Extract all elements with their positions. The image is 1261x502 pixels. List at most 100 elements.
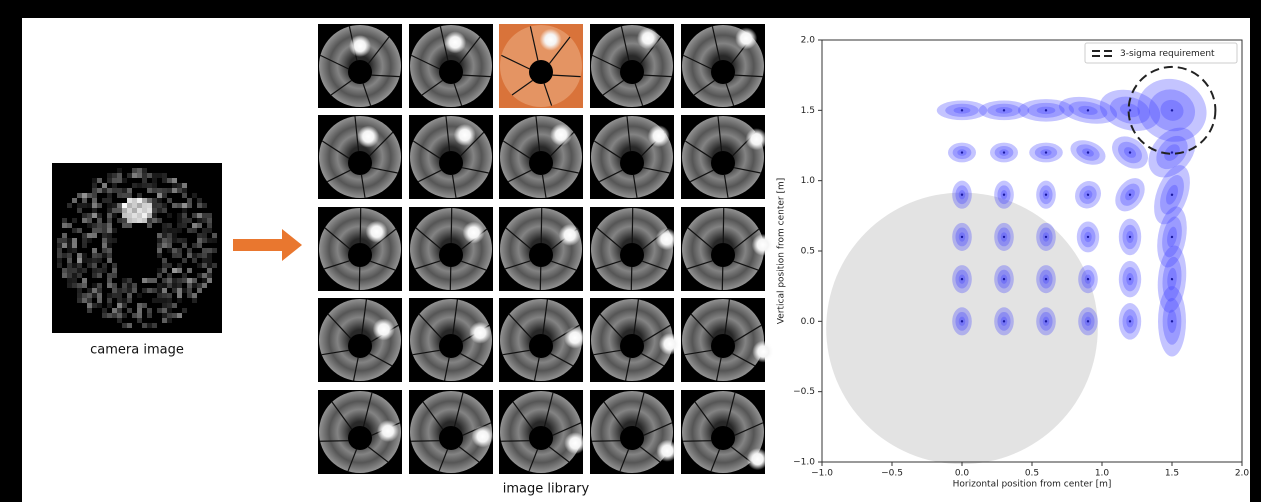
- camera-pixel: [102, 313, 107, 318]
- camera-pixel: [92, 178, 97, 183]
- tile-hole: [711, 334, 735, 358]
- tile-hole: [439, 334, 463, 358]
- tile-spot: [454, 124, 476, 146]
- point: [952, 307, 972, 335]
- camera-pixel: [72, 228, 77, 233]
- camera-pixel: [197, 198, 202, 203]
- camera-pixel: [157, 233, 162, 238]
- x-tick-label: −0.5: [881, 469, 903, 479]
- camera-pixel: [122, 283, 127, 288]
- camera-pixel: [167, 308, 172, 313]
- camera-pixel: [62, 238, 67, 243]
- camera-pixel: [112, 183, 117, 188]
- camera-pixel: [102, 233, 107, 238]
- camera-pixel: [162, 313, 167, 318]
- legend-label: 3-sigma requirement: [1120, 49, 1215, 59]
- camera-pixel: [152, 188, 157, 193]
- camera-pixel: [132, 213, 137, 218]
- camera-pixel: [177, 298, 182, 303]
- camera-pixel: [92, 188, 97, 193]
- camera-pixel: [112, 203, 117, 208]
- camera-pixel: [102, 223, 107, 228]
- tile-spoke: [683, 441, 711, 442]
- tile-spoke: [541, 208, 542, 243]
- camera-pixel: [107, 218, 112, 223]
- camera-pixel: [197, 283, 202, 288]
- camera-pixel: [182, 273, 187, 278]
- camera-pixel: [192, 223, 197, 228]
- camera-pixel: [182, 218, 187, 223]
- point: [1029, 143, 1063, 163]
- camera-pixel: [162, 238, 167, 243]
- camera-pixel: [202, 248, 207, 253]
- camera-pixel: [212, 233, 217, 238]
- frame-right: [1250, 0, 1261, 502]
- camera-pixel: [82, 243, 87, 248]
- camera-pixel: [172, 183, 177, 188]
- camera-pixel: [112, 213, 117, 218]
- camera-pixel: [197, 238, 202, 243]
- camera-pixel: [62, 243, 67, 248]
- camera-pixel: [62, 273, 67, 278]
- camera-pixel: [177, 183, 182, 188]
- camera-pixel: [187, 218, 192, 223]
- camera-pixel: [187, 198, 192, 203]
- camera-pixel: [107, 238, 112, 243]
- x-tick-label: 1.0: [1095, 469, 1110, 479]
- camera-pixel: [82, 198, 87, 203]
- camera-pixel: [127, 293, 132, 298]
- camera-pixel: [107, 278, 112, 283]
- camera-pixel: [167, 238, 172, 243]
- camera-pixel: [117, 193, 122, 198]
- x-tick-label: 2.0: [1235, 469, 1250, 479]
- point-center: [1003, 278, 1005, 280]
- camera-pixel: [77, 273, 82, 278]
- library-tile: [409, 390, 494, 474]
- camera-pixel: [97, 188, 102, 193]
- image-library: [318, 24, 774, 474]
- camera-pixel: [157, 243, 162, 248]
- camera-pixel: [122, 303, 127, 308]
- camera-pixel: [157, 248, 162, 253]
- camera-pixel: [67, 268, 72, 273]
- point: [1119, 219, 1141, 256]
- camera-pixel: [167, 263, 172, 268]
- camera-pixel: [192, 228, 197, 233]
- camera-pixel: [97, 203, 102, 208]
- point: [1119, 261, 1141, 298]
- camera-pixel: [82, 253, 87, 258]
- camera-pixel: [77, 208, 82, 213]
- library-tile: [318, 207, 402, 291]
- camera-pixel: [122, 278, 127, 283]
- camera-pixel: [172, 253, 177, 258]
- camera-pixel: [187, 283, 192, 288]
- camera-pixel: [162, 318, 167, 323]
- camera-pixel: [177, 213, 182, 218]
- camera-pixel: [67, 248, 72, 253]
- camera-pixel: [112, 308, 117, 313]
- camera-pixel: [202, 258, 207, 263]
- camera-pixel: [187, 253, 192, 258]
- camera-pixel: [182, 308, 187, 313]
- tile-spoke: [450, 267, 451, 290]
- camera-pixel: [207, 263, 212, 268]
- point-center: [1171, 320, 1173, 322]
- camera-pixel: [107, 248, 112, 253]
- camera-pixel: [82, 203, 87, 208]
- library-tile: [590, 115, 674, 199]
- camera-pixel: [107, 283, 112, 288]
- camera-pixel: [182, 258, 187, 263]
- chart: −1.0−0.50.00.51.01.52.0−1.0−0.50.00.51.0…: [777, 36, 1250, 490]
- camera-pixel: [92, 233, 97, 238]
- camera-pixel: [137, 318, 142, 323]
- camera-pixel: [117, 203, 122, 208]
- camera-pixel: [122, 203, 127, 208]
- camera-pixel: [92, 263, 97, 268]
- camera-pixel: [167, 188, 172, 193]
- camera-pixel: [67, 223, 72, 228]
- tile-hole: [620, 243, 644, 267]
- library-tile: [590, 298, 681, 382]
- tile-hole: [439, 243, 463, 267]
- camera-pixel: [92, 288, 97, 293]
- camera-pixel: [127, 203, 132, 208]
